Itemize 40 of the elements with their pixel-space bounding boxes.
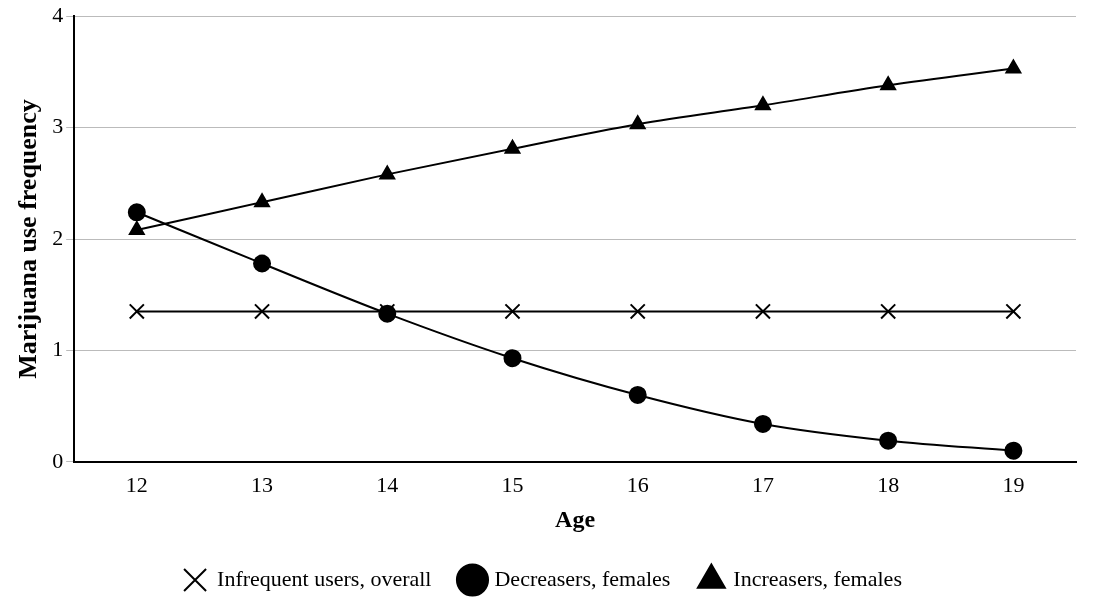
point [128,221,145,236]
point [379,165,396,180]
point [1005,59,1022,74]
point [754,303,772,320]
point [879,431,898,450]
point [127,203,146,222]
point [504,303,521,320]
point [628,385,647,404]
y-tick-label: 2 [52,224,64,250]
point [753,414,772,433]
legend-label: Increasers, females [733,565,902,591]
x-tick-label: 16 [626,471,649,497]
point [503,349,522,368]
x-tick-label: 19 [1002,471,1025,497]
x-tick-label: 18 [877,471,900,497]
legend-label: Infrequent users, overall [217,565,432,591]
y-tick-label: 4 [52,1,64,27]
point [1004,441,1023,460]
x-tick-label: 15 [501,471,524,497]
point [128,303,145,320]
x-axis-title: Age [555,505,596,532]
point [629,303,646,320]
point [253,254,272,273]
x-tick-label: 17 [751,471,774,497]
y-tick-label: 1 [52,336,64,362]
x-tick-label: 13 [251,471,274,497]
point [880,76,897,91]
point [504,139,521,154]
x-tick-label: 12 [125,471,148,497]
point [629,115,646,130]
y-tick-label: 0 [52,447,64,473]
point [880,303,897,320]
legend-label: Decreasers, females [494,565,671,591]
point [253,303,271,320]
x-tick-label: 14 [376,471,399,497]
y-axis-title: Marijuana use frequency [13,99,43,379]
y-tick-label: 3 [52,113,64,139]
point [1005,303,1022,320]
point [254,193,270,208]
point [755,96,771,111]
